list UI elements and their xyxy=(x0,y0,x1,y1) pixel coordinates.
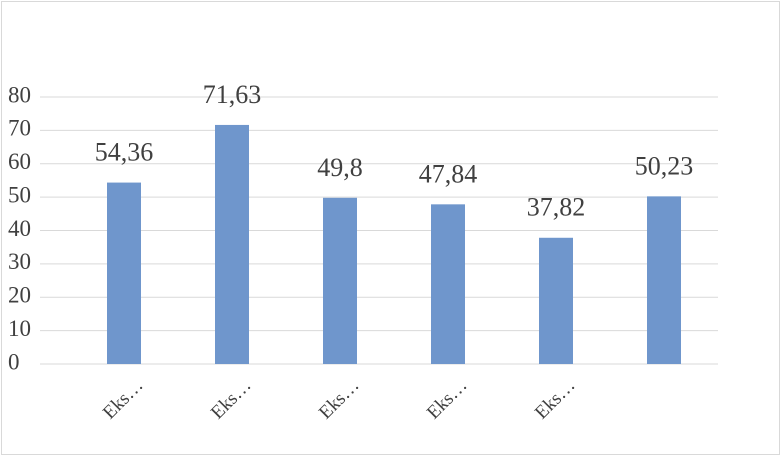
y-tick-label: 40 xyxy=(8,216,31,241)
y-tick-label: 80 xyxy=(8,82,31,107)
y-tick-label: 10 xyxy=(8,316,31,341)
y-tick-label: 0 xyxy=(8,349,20,374)
value-label: 47,84 xyxy=(419,159,478,188)
bar xyxy=(323,198,357,364)
chart: 0102030405060708054,36Eks…71,63Eks…49,8E… xyxy=(0,0,782,457)
bar xyxy=(539,238,573,364)
y-tick-label: 50 xyxy=(8,182,31,207)
value-label: 71,63 xyxy=(203,80,262,109)
y-tick-label: 60 xyxy=(8,149,31,174)
page: 0102030405060708054,36Eks…71,63Eks…49,8E… xyxy=(0,0,782,457)
y-tick-label: 20 xyxy=(8,283,31,308)
bar xyxy=(215,125,249,364)
value-label: 49,8 xyxy=(317,153,363,182)
value-label: 37,82 xyxy=(527,193,586,222)
y-tick-label: 70 xyxy=(8,116,31,141)
y-tick-label: 30 xyxy=(8,249,31,274)
bar xyxy=(107,183,141,364)
value-label: 54,36 xyxy=(95,138,154,167)
bar xyxy=(647,196,681,364)
bar xyxy=(431,204,465,364)
value-label: 50,23 xyxy=(635,151,694,180)
